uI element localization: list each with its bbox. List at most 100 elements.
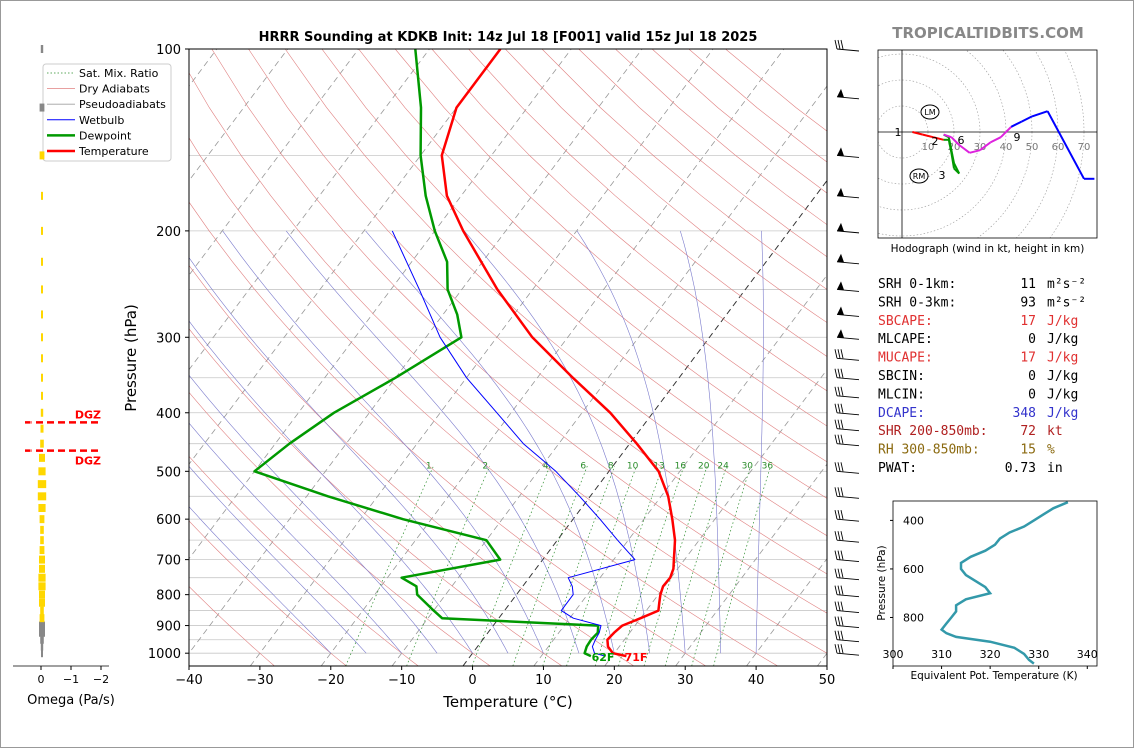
pseudoadiabat-line	[680, 231, 720, 653]
hodograph-ring-label: 70	[1078, 142, 1091, 153]
omega-bar	[41, 354, 43, 362]
wind-barb-feather	[838, 631, 840, 640]
wind-barb-feather	[841, 551, 843, 560]
index-unit: J/kg	[1047, 369, 1078, 384]
y-tick-label: 700	[156, 554, 181, 569]
wind-barb-feather	[841, 617, 843, 626]
omega-bar	[40, 515, 45, 523]
isotherm-line	[250, 49, 713, 666]
x-tick-label: 30	[677, 673, 694, 688]
index-value: 93	[1020, 295, 1036, 310]
wind-barb-feather	[841, 404, 843, 413]
omega-axis-label: Omega (Pa/s)	[27, 693, 115, 708]
wind-barb-feather	[835, 420, 837, 429]
wind-barb-feather	[838, 531, 840, 540]
wind-barb-feather	[838, 404, 840, 413]
index-unit: J/kg	[1047, 406, 1078, 421]
mixing-ratio-label: 30	[742, 462, 754, 472]
omega-bar	[41, 333, 43, 341]
wind-barb-feather	[838, 349, 840, 358]
index-value: 0	[1028, 369, 1036, 384]
wind-barb-feather	[841, 631, 843, 640]
y-tick-label: 600	[156, 513, 181, 528]
wind-barb-staff	[837, 560, 859, 562]
mixing-ratio-label: 10	[627, 462, 639, 472]
index-value: 348	[1013, 406, 1036, 421]
wind-barb-feather	[835, 569, 837, 578]
omega-bar	[38, 492, 46, 500]
legend-entry: Sat. Mix. Ratio	[79, 67, 159, 80]
wind-barb-staff	[837, 595, 859, 597]
index-unit: m²s⁻²	[1047, 295, 1086, 310]
index-value: 0	[1028, 332, 1036, 347]
index-value: 17	[1020, 351, 1036, 366]
pseudoadiabat-line	[223, 231, 544, 653]
index-unit: %	[1047, 443, 1055, 458]
omega-x-tick-label: −2	[93, 673, 109, 686]
omega-bar	[38, 480, 46, 488]
index-unit: in	[1047, 461, 1063, 476]
thetae-x-tick-label: 300	[883, 648, 904, 661]
omega-bar	[41, 258, 43, 266]
thetae-x-tick-label: 310	[931, 648, 952, 661]
brand-label: TROPICALTIDBITS.COM	[892, 24, 1084, 42]
wind-barb-feather	[838, 551, 840, 560]
x-tick-label: 20	[606, 673, 623, 688]
wind-barb-staff	[837, 97, 859, 99]
x-tick-label: −10	[388, 673, 415, 688]
index-label: MUCAPE:	[878, 351, 933, 366]
mixing-ratio-label: 8	[608, 462, 614, 472]
wind-barb-feather	[841, 420, 843, 429]
index-label: MLCAPE:	[878, 332, 933, 347]
hodograph-height-label: 9	[1014, 131, 1021, 144]
omega-bar	[41, 310, 43, 318]
thetae-x-tick-label: 320	[980, 648, 1001, 661]
pseudoadiabat-line	[756, 231, 763, 653]
wind-barb-feather	[835, 617, 837, 626]
omega-bar	[40, 614, 45, 622]
wind-barb-feather	[841, 435, 843, 444]
wind-barb-feather	[838, 420, 840, 429]
index-value: 11	[1020, 277, 1036, 292]
wind-barb-staff	[837, 640, 859, 642]
thetae-x-tick-label: 340	[1077, 648, 1098, 661]
omega-bar	[41, 374, 43, 382]
mixing-ratio-label: 6	[580, 462, 586, 472]
hodograph-ring-label: 40	[1000, 142, 1013, 153]
thetae-y-tick-label: 800	[903, 611, 924, 624]
hodograph-height-label: 6	[958, 134, 965, 147]
wind-barb-flag	[837, 223, 844, 232]
x-tick-label: −30	[246, 673, 273, 688]
wind-barb-feather	[838, 569, 840, 578]
pseudoadiabat-line	[464, 231, 650, 653]
mixing-ratio-label: 20	[698, 462, 710, 472]
x-tick-label: 40	[748, 673, 765, 688]
index-label: DCAPE:	[878, 406, 925, 421]
dgz-label: DGZ	[75, 455, 101, 468]
x-axis-label: Temperature (°C)	[442, 693, 572, 711]
wind-barb-feather	[835, 644, 837, 653]
thetae-x-axis-label: Equivalent Pot. Temperature (K)	[910, 670, 1077, 682]
omega-bar	[41, 285, 43, 293]
wind-barb-feather	[838, 644, 840, 653]
omega-bar	[39, 454, 45, 462]
wind-barb-feather	[835, 531, 837, 540]
x-tick-label: −40	[175, 673, 202, 688]
omega-bar	[40, 636, 44, 644]
wind-barb-feather	[835, 369, 837, 378]
omega-bar	[39, 599, 45, 607]
x-tick-label: 0	[468, 673, 476, 688]
index-value: 0.73	[1005, 461, 1036, 476]
wind-barb-staff	[837, 471, 859, 473]
hodograph-ring-label: 60	[1052, 142, 1065, 153]
index-label: RH 300-850mb:	[878, 443, 980, 458]
thetae-y-axis-label: Pressure (hPa)	[876, 545, 888, 620]
wind-barb-feather	[835, 631, 837, 640]
x-tick-label: −20	[317, 673, 344, 688]
thetae-y-tick-label: 600	[903, 563, 924, 576]
index-unit: kt	[1047, 424, 1063, 439]
index-label: MLCIN:	[878, 387, 925, 402]
wind-barb-feather	[838, 40, 840, 49]
